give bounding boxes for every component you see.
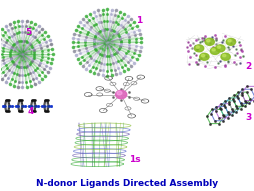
Circle shape — [215, 45, 224, 52]
Circle shape — [115, 90, 126, 99]
Text: 1: 1 — [136, 16, 142, 25]
Text: 4: 4 — [27, 107, 34, 116]
Circle shape — [199, 53, 208, 60]
Text: 3: 3 — [244, 113, 251, 122]
Text: N-donor Ligands Directed Assembly: N-donor Ligands Directed Assembly — [36, 179, 218, 188]
Circle shape — [206, 39, 209, 42]
Circle shape — [210, 47, 219, 54]
Circle shape — [216, 46, 220, 48]
Circle shape — [211, 49, 214, 51]
Text: 1s: 1s — [128, 155, 140, 163]
Circle shape — [204, 38, 214, 45]
Circle shape — [194, 45, 203, 52]
Circle shape — [222, 54, 225, 57]
Text: 5: 5 — [25, 28, 31, 37]
Text: 2: 2 — [244, 62, 251, 71]
Circle shape — [220, 53, 229, 60]
Circle shape — [117, 91, 121, 95]
Circle shape — [195, 46, 199, 48]
Circle shape — [201, 54, 204, 57]
Circle shape — [227, 39, 230, 42]
Circle shape — [225, 38, 235, 45]
